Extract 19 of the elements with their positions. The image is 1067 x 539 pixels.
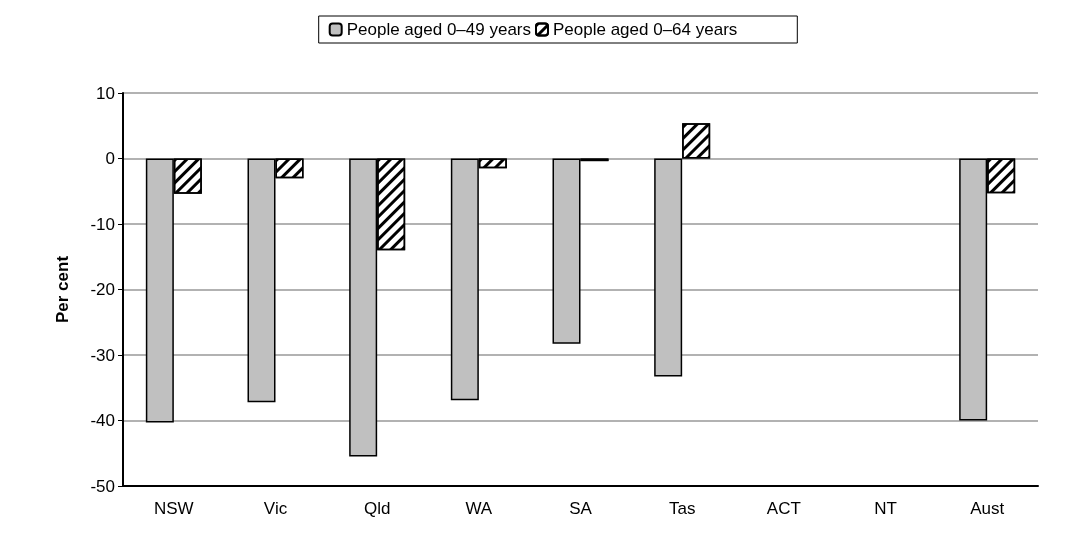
- y-tick-label: -10: [90, 214, 115, 234]
- x-tick-label: SA: [569, 499, 593, 518]
- x-tick-label: Vic: [263, 499, 288, 518]
- x-tick-label: NSW: [154, 499, 194, 518]
- x-tick-label: WA: [465, 499, 493, 518]
- x-tick-label: Qld: [363, 499, 391, 518]
- legend-label: People aged 0–49 years: [346, 20, 531, 39]
- x-tick-label: Tas: [668, 499, 696, 518]
- x-tick-label: Aust: [970, 499, 1005, 518]
- y-tick-label: 0: [105, 149, 115, 168]
- y-tick-label: -20: [90, 280, 115, 299]
- x-tick-label: ACT: [766, 499, 801, 518]
- y-tick-label: 10: [96, 83, 115, 103]
- y-tick-label: -40: [90, 411, 115, 430]
- y-tick-label: -30: [90, 345, 115, 365]
- x-tick-label: NT: [874, 499, 897, 518]
- y-axis-title: Per cent: [53, 255, 72, 324]
- legend-label: People aged 0–64 years: [553, 20, 738, 39]
- y-tick-label: -50: [90, 476, 115, 496]
